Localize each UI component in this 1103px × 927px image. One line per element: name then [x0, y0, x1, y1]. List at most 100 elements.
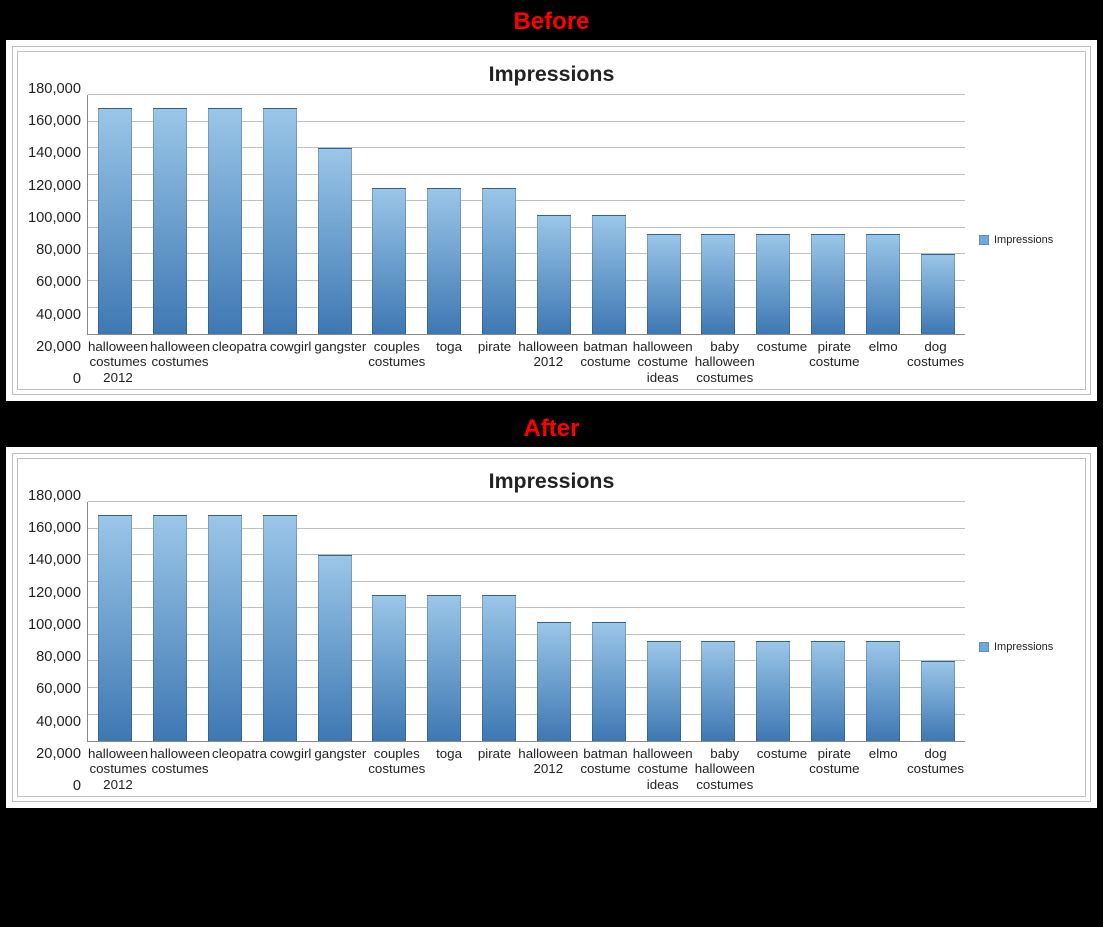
- bar: [208, 515, 242, 741]
- bar-slot: [362, 95, 417, 334]
- bar-slot: [691, 95, 746, 334]
- y-tick-label: 20,000: [36, 339, 81, 355]
- bar: [153, 108, 187, 334]
- x-tick-label: baby halloween costumes: [694, 339, 756, 385]
- bar: [318, 148, 352, 334]
- y-tick-label: 120,000: [28, 585, 81, 601]
- bar: [921, 254, 955, 334]
- chart-inner-border: Impressions 180,000160,000140,000120,000…: [17, 458, 1086, 797]
- bar: [811, 234, 845, 334]
- section-label-before: Before: [0, 0, 1103, 40]
- x-tick-label: cleopatra: [211, 746, 268, 792]
- bar-slot: [88, 95, 143, 334]
- y-axis: 180,000160,000140,000120,000100,00080,00…: [28, 502, 87, 792]
- plot-area: [87, 502, 965, 742]
- bar: [701, 641, 735, 741]
- bar-slot: [307, 502, 362, 741]
- plot-wrap: halloween costumes 2012halloween costume…: [87, 502, 965, 792]
- x-tick-label: pirate: [472, 746, 518, 792]
- x-tick-label: gangster: [313, 339, 367, 385]
- x-tick-label: batman costume: [579, 339, 631, 385]
- bar: [372, 188, 406, 334]
- chart-panel-before: Impressions 180,000160,000140,000120,000…: [6, 40, 1097, 401]
- bar-slot: [801, 502, 856, 741]
- bar-slot: [472, 502, 527, 741]
- y-tick-label: 140,000: [28, 552, 81, 568]
- bar: [537, 622, 571, 742]
- chart-panel-after: Impressions 180,000160,000140,000120,000…: [6, 447, 1097, 808]
- y-tick-label: 100,000: [28, 617, 81, 633]
- x-tick-label: dog costumes: [906, 746, 965, 792]
- bar-slot: [801, 95, 856, 334]
- bar: [811, 641, 845, 741]
- bar: [921, 661, 955, 741]
- bar-slot: [855, 95, 910, 334]
- bar-slot: [581, 95, 636, 334]
- legend-label: Impressions: [994, 234, 1053, 246]
- x-tick-label: costume: [756, 746, 808, 792]
- bar: [592, 215, 626, 335]
- bar: [372, 595, 406, 741]
- section-label-after: After: [0, 407, 1103, 447]
- bar-slot: [746, 95, 801, 334]
- bar-slot: [472, 95, 527, 334]
- y-tick-label: 80,000: [36, 649, 81, 665]
- bar-slot: [417, 95, 472, 334]
- x-tick-label: toga: [426, 746, 472, 792]
- bar: [701, 234, 735, 334]
- bars-container: [88, 95, 965, 334]
- y-tick-label: 80,000: [36, 242, 81, 258]
- bar-slot: [252, 502, 307, 741]
- x-tick-label: halloween 2012: [517, 746, 579, 792]
- bar: [756, 234, 790, 334]
- bar: [756, 641, 790, 741]
- bar: [647, 234, 681, 334]
- x-tick-label: halloween costumes: [149, 339, 211, 385]
- chart-title: Impressions: [28, 469, 1075, 494]
- y-tick-label: 60,000: [36, 274, 81, 290]
- y-tick-label: 0: [73, 371, 81, 387]
- bar-slot: [855, 502, 910, 741]
- bar-slot: [307, 95, 362, 334]
- y-tick-label: 20,000: [36, 746, 81, 762]
- bar: [592, 622, 626, 742]
- bar-slot: [88, 502, 143, 741]
- x-tick-label: elmo: [861, 339, 907, 385]
- bar-slot: [636, 502, 691, 741]
- chart-inner-border: Impressions 180,000160,000140,000120,000…: [17, 51, 1086, 390]
- x-axis: halloween costumes 2012halloween costume…: [87, 742, 965, 792]
- bar: [482, 595, 516, 741]
- bar-slot: [691, 502, 746, 741]
- x-tick-label: cleopatra: [211, 339, 268, 385]
- bar-slot: [198, 502, 253, 741]
- x-tick-label: halloween costumes: [149, 746, 211, 792]
- x-tick-label: cowgirl: [268, 746, 314, 792]
- bar-slot: [526, 95, 581, 334]
- x-tick-label: halloween 2012: [517, 339, 579, 385]
- bar: [318, 555, 352, 741]
- bar-slot: [910, 502, 965, 741]
- bar-slot: [252, 95, 307, 334]
- bar: [153, 515, 187, 741]
- chart-body: 180,000160,000140,000120,000100,00080,00…: [28, 502, 1075, 792]
- y-tick-label: 160,000: [28, 113, 81, 129]
- bar: [866, 234, 900, 334]
- x-tick-label: couples costumes: [367, 339, 426, 385]
- y-tick-label: 100,000: [28, 210, 81, 226]
- x-tick-label: halloween costume ideas: [632, 746, 694, 792]
- x-tick-label: batman costume: [579, 746, 631, 792]
- x-tick-label: halloween costumes 2012: [87, 339, 149, 385]
- y-tick-label: 40,000: [36, 307, 81, 323]
- x-axis: halloween costumes 2012halloween costume…: [87, 335, 965, 385]
- bar-slot: [198, 95, 253, 334]
- bar-slot: [143, 95, 198, 334]
- bar: [263, 515, 297, 741]
- legend: Impressions: [965, 95, 1075, 385]
- y-axis: 180,000160,000140,000120,000100,00080,00…: [28, 95, 87, 385]
- bar-slot: [581, 502, 636, 741]
- legend-swatch: [979, 642, 989, 652]
- x-tick-label: elmo: [861, 746, 907, 792]
- legend-label: Impressions: [994, 641, 1053, 653]
- bar-slot: [362, 502, 417, 741]
- y-tick-label: 120,000: [28, 178, 81, 194]
